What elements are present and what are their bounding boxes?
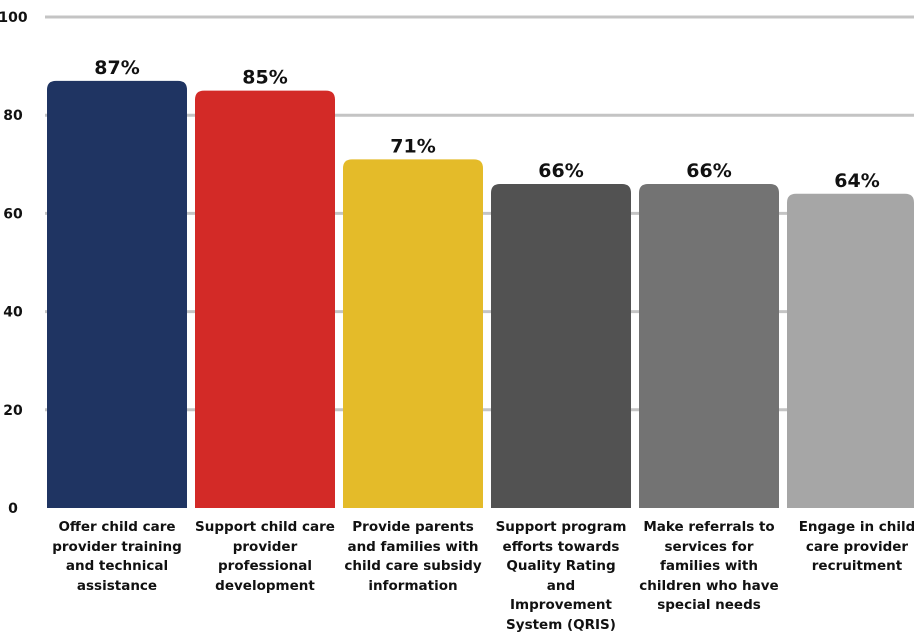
y-tick-label: 100 <box>0 10 28 26</box>
bar <box>195 91 335 508</box>
x-category-label-line: care provider <box>787 538 914 558</box>
bar <box>491 184 631 508</box>
x-category-label-line: Provide parents <box>343 518 483 538</box>
x-category-label-line: Make referrals to <box>639 518 779 538</box>
x-category-label-line: development <box>195 577 335 597</box>
x-category-label-line: and technical <box>47 557 187 577</box>
y-tick-label: 80 <box>3 108 23 124</box>
x-category-label-line: recruitment <box>787 557 914 577</box>
x-category-label-line: child care subsidy <box>343 557 483 577</box>
x-category-label-line: provider <box>195 538 335 558</box>
x-category-label-line: System (QRIS) <box>491 616 631 635</box>
y-tick-label: 60 <box>3 206 23 222</box>
x-category-label-line: information <box>343 577 483 597</box>
y-axis-ticks: 0 20 40 60 80 100 <box>0 10 28 517</box>
bar <box>343 159 483 508</box>
x-category-label-line: Offer child care <box>47 518 187 538</box>
x-category-label-line: children who have <box>639 577 779 597</box>
value-label: 71% <box>390 135 435 157</box>
x-category-label-line: Engage in child <box>787 518 914 538</box>
x-category-label-line: efforts towards <box>491 538 631 558</box>
value-label: 85% <box>242 67 287 89</box>
x-category-label-line: assistance <box>47 577 187 597</box>
x-category-label-line: Improvement <box>491 596 631 616</box>
x-category-label-line: Quality Rating and <box>491 557 631 596</box>
x-category-label-line: special needs <box>639 596 779 616</box>
y-tick-label: 20 <box>3 403 23 419</box>
y-tick-label: 40 <box>3 305 23 321</box>
bar <box>47 81 187 508</box>
x-category-label-line: Support program <box>491 518 631 538</box>
x-category-label-line: professional <box>195 557 335 577</box>
value-label: 66% <box>538 160 583 182</box>
bar <box>639 184 779 508</box>
y-tick-label: 0 <box>8 501 18 517</box>
bars <box>47 81 914 508</box>
x-category-label-line: services for <box>639 538 779 558</box>
x-category-label-line: families with <box>639 557 779 577</box>
bar <box>787 194 914 508</box>
x-category-label-line: and families with <box>343 538 483 558</box>
x-category-label-line: Support child care <box>195 518 335 538</box>
value-label: 87% <box>94 57 139 79</box>
value-label: 64% <box>834 170 879 192</box>
x-category-label-line: provider training <box>47 538 187 558</box>
value-label: 66% <box>686 160 731 182</box>
